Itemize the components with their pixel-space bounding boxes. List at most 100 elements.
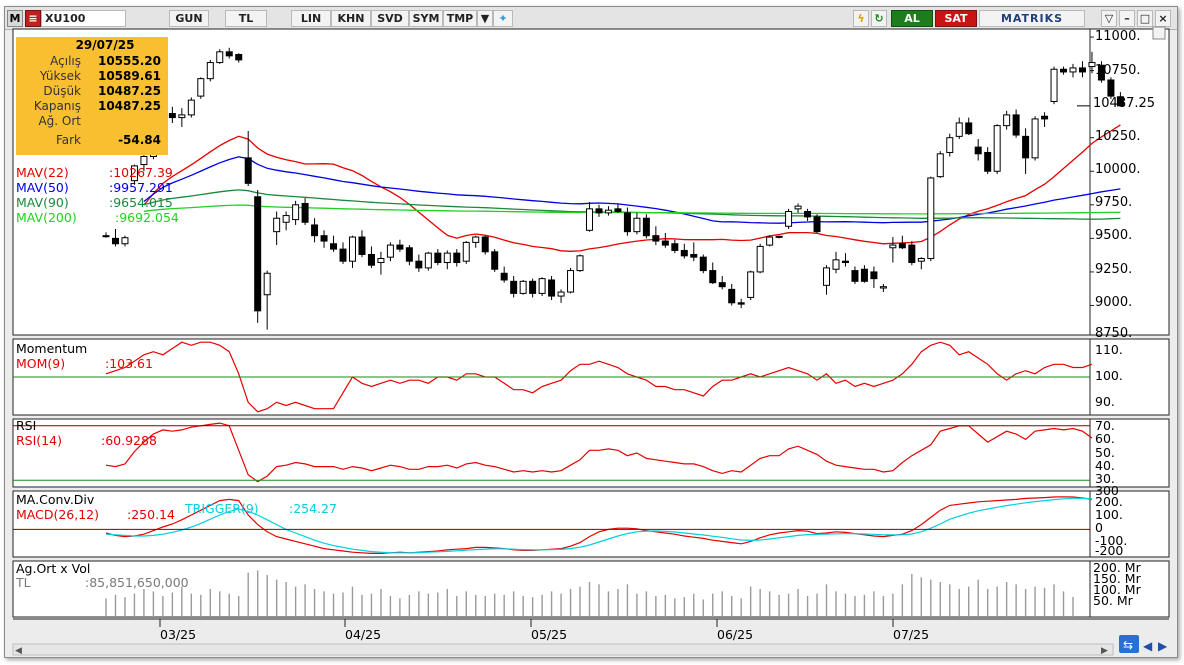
candles (102, 47, 1124, 330)
ma22-label: MAV(22) (16, 165, 69, 180)
candle-body (424, 252, 432, 269)
nav-left-icon[interactable]: ◀ (1143, 639, 1153, 653)
expand-button[interactable] (1152, 26, 1166, 40)
trigger-value: :254.27 (289, 501, 337, 516)
info-label: Fark (56, 133, 81, 147)
macd-tick: -100. (1095, 533, 1127, 548)
candle-body (974, 146, 982, 155)
momentum-title: Momentum (16, 341, 87, 356)
candle-body (462, 241, 470, 262)
menu-down-icon[interactable]: ▽ (1101, 10, 1117, 27)
candle-body (595, 208, 603, 214)
volume-title: Ag.Ort x Vol (16, 561, 90, 576)
candle-body (102, 235, 110, 238)
candle-body (330, 243, 338, 250)
candle-body (1078, 67, 1086, 73)
candle-body (879, 286, 887, 289)
momentum-tick: 90. (1095, 394, 1115, 409)
sell-button[interactable]: SAT (935, 10, 977, 27)
symbol-button[interactable]: SYM (409, 10, 443, 27)
last-price-label: 10487.25 (1093, 96, 1155, 111)
candle-body (614, 208, 622, 213)
symbol-field[interactable]: XU100 (41, 10, 126, 27)
horizontal-scrollbar[interactable]: ◀ ▶ (12, 643, 1114, 656)
candle-body (823, 267, 831, 286)
candle-body (642, 217, 650, 237)
candle-body (206, 62, 214, 80)
buy-button[interactable]: AL (891, 10, 933, 27)
candle-body (282, 215, 290, 223)
panel-vol (12, 560, 1170, 618)
twitter-bird-icon[interactable]: ✦ (493, 10, 513, 27)
candle-body (927, 177, 935, 259)
sync-button[interactable] (1119, 635, 1139, 653)
scroll-left-icon[interactable]: ◀ (15, 646, 22, 656)
momentum-tick: 100. (1095, 368, 1123, 383)
info-label: Yüksek (39, 69, 81, 83)
sync-icon: ⇆ (1123, 638, 1133, 652)
macd-name: MACD(26,12) (16, 507, 99, 522)
ma22-value: :10267.39 (109, 165, 173, 180)
dropdown-arrow-icon[interactable]: ▼ (477, 10, 493, 27)
volume-tick: 50. Mr (1093, 593, 1134, 608)
candle-body (500, 272, 508, 281)
ma200-value: :9692.054 (115, 210, 179, 225)
candle-body (140, 156, 148, 166)
candle-body (434, 252, 442, 264)
info-value: 10589.61 (98, 69, 161, 83)
candle-body (709, 270, 717, 284)
x-axis: 03/25 04/25 05/25 06/25 07/25 (160, 627, 929, 642)
svd-button[interactable]: SVD (371, 10, 409, 27)
moving-averages (143, 124, 1121, 252)
candle-body (1012, 114, 1020, 136)
info-date: 29/07/25 (76, 38, 135, 52)
period-button[interactable]: GUN (169, 10, 209, 27)
nav-right-icon[interactable]: ▶ (1158, 639, 1168, 653)
candle-body (576, 255, 584, 272)
lightning-icon[interactable]: ϟ (853, 10, 869, 27)
candle-body (548, 279, 556, 297)
panel-rsi (12, 418, 1170, 488)
candle-body (557, 291, 565, 297)
candle-body (225, 51, 233, 57)
candle-body (320, 235, 328, 242)
candle-button[interactable]: KHN (331, 10, 371, 27)
ma-legend: MAV(22) :10267.39 MAV(50) :9957.291 MAV(… (16, 165, 179, 225)
rsi-tick: 70. (1095, 418, 1115, 433)
candle-body (1107, 79, 1115, 97)
candle-body (405, 247, 413, 262)
rsi-title: RSI (16, 418, 36, 433)
refresh-icon[interactable]: ↻ (871, 10, 887, 27)
minimize-icon[interactable]: – (1119, 10, 1135, 27)
candle-body (529, 280, 537, 294)
candle-body (965, 122, 973, 135)
candle-body (472, 236, 480, 243)
candle-body (1050, 68, 1058, 102)
candle-body (443, 252, 451, 264)
price-tick: 10250. (1095, 129, 1141, 144)
volume-bars (105, 570, 1074, 617)
candle-body (339, 248, 347, 262)
template-button[interactable]: TMP (443, 10, 477, 27)
maximize-icon[interactable]: □ (1137, 10, 1153, 27)
candle-body (586, 208, 593, 231)
candle-body (311, 224, 319, 237)
candle-body (187, 99, 195, 116)
candle-body (718, 282, 726, 288)
currency-button[interactable]: TL (225, 10, 267, 27)
linear-scale-button[interactable]: LIN (291, 10, 331, 27)
candle-body (766, 236, 774, 246)
candle-body (813, 216, 821, 233)
candle-body (130, 165, 138, 182)
rsi-labels: RSI RSI(14) :60.9288 70. 60. 50. 40. 30. (16, 418, 1115, 486)
panel-price (12, 28, 1170, 336)
candle-body (690, 253, 698, 258)
scroll-right-icon[interactable]: ▶ (1101, 646, 1108, 656)
volume-name: TL (15, 575, 31, 590)
macd-tick: 100. (1095, 507, 1123, 522)
candle-body (168, 113, 176, 119)
candle-body (1069, 67, 1077, 73)
info-label: Ağ. Ort (38, 114, 81, 128)
ma-line-MAV(22) (143, 124, 1121, 252)
momentum-line (105, 341, 1093, 413)
